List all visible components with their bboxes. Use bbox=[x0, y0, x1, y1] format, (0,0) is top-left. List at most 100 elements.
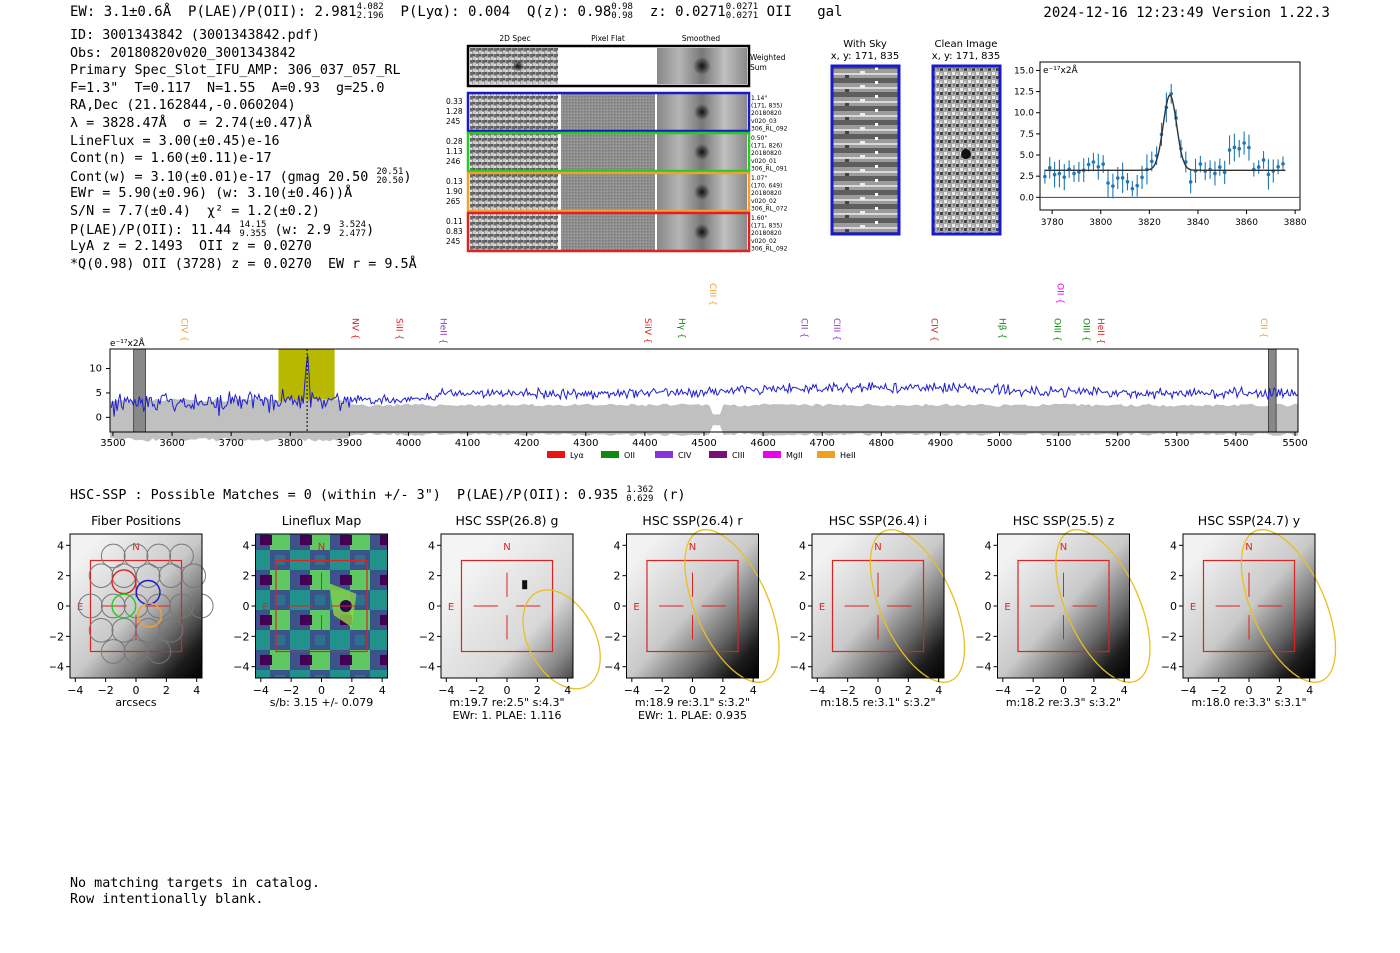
cutout-weight-value: 0.33 bbox=[446, 97, 463, 106]
cutout-weight-value: 0.83 bbox=[446, 227, 463, 236]
panel-y-tick-label: 0 bbox=[243, 600, 250, 613]
panel-x-tick-label: 4 bbox=[1306, 684, 1313, 697]
cutout-row-frame bbox=[466, 171, 751, 213]
spectrum-x-tick-label: 4400 bbox=[632, 438, 657, 449]
cutout-weight-value: 245 bbox=[446, 237, 461, 246]
header-plae: P(LAE)/P(OII): 2.981 bbox=[188, 4, 357, 20]
spectrum-line-label: CIV { bbox=[929, 318, 939, 342]
cutout-fiber-info: 306_RL_092 bbox=[751, 125, 788, 132]
header-version-label: Version 1.22.3 bbox=[1211, 5, 1330, 21]
col-smoothed: Smoothed bbox=[682, 34, 721, 43]
spectral-cutouts: 2D Spec Pixel Flat Smoothed Weighted Sum… bbox=[446, 34, 788, 252]
zoom-data-point bbox=[1242, 141, 1246, 145]
cutout-fiber-info: (171, 835) bbox=[751, 223, 782, 230]
panel-caption: s/b: 3.15 +/- 0.079 bbox=[270, 696, 374, 709]
fiber-circle bbox=[78, 593, 103, 619]
fiber-circle bbox=[100, 543, 126, 569]
legend-label: Lyα bbox=[570, 451, 584, 460]
fiber-circle bbox=[181, 563, 206, 588]
spectrum-line-label: NV { bbox=[349, 318, 359, 339]
info-lineflux: LineFlux = 3.00(±0.45)e-16 bbox=[70, 133, 280, 149]
spectrum-x-tick-label: 5500 bbox=[1282, 438, 1307, 449]
zoom-x-tick-label: 3780 bbox=[1041, 218, 1064, 228]
spectrum-x-tick-label: 4700 bbox=[809, 438, 834, 449]
panel-y-tick-label: −2 bbox=[50, 630, 64, 643]
spectrum-line-label: CII { bbox=[799, 318, 809, 338]
zoom-data-point bbox=[1077, 170, 1081, 174]
panel-y-tick-label: −2 bbox=[790, 630, 806, 643]
info-lambda: λ = 3828.47Å σ = 2.74(±0.47)Å bbox=[70, 115, 312, 131]
spectrum-y-tick-label: 0 bbox=[96, 412, 102, 423]
zoom-data-point bbox=[1115, 176, 1120, 180]
panel-x-tick-label: −4 bbox=[995, 684, 1011, 697]
cutout-line-blob bbox=[694, 144, 710, 160]
panel-y-tick-label: 0 bbox=[799, 600, 806, 613]
panel-y-tick-label: 2 bbox=[1170, 570, 1177, 583]
zoom-data-point bbox=[1130, 186, 1135, 191]
galaxy-ellipse bbox=[1240, 529, 1337, 683]
info-params: F=1.3" T=0.117 N=1.55 A=0.93 g=25.0 bbox=[70, 80, 385, 96]
panel-y-tick-label: −4 bbox=[1161, 661, 1177, 674]
header-z-range: 0.0271 0.0271 bbox=[725, 2, 759, 21]
zoom-x-tick-label: 3880 bbox=[1284, 218, 1307, 228]
panel-x-tick-label: 0 bbox=[689, 684, 696, 697]
with-sky-image bbox=[830, 64, 901, 236]
legend-label: HeII bbox=[840, 451, 856, 460]
zoom-y-tick-label: 5.0 bbox=[1020, 151, 1035, 161]
cutout-weight-value: 1.90 bbox=[446, 187, 463, 196]
galaxy-ellipse bbox=[522, 589, 601, 690]
panel-y-tick-label: −2 bbox=[419, 630, 435, 643]
zoom-data-point bbox=[1062, 175, 1067, 179]
fiber-circle bbox=[111, 563, 137, 588]
zoom-data-point bbox=[1227, 148, 1232, 152]
fiber-highlight bbox=[137, 602, 163, 628]
panel-x-tick-label: −4 bbox=[67, 684, 83, 697]
info-obs: Obs: 20180820v020_3001343842 bbox=[70, 45, 296, 61]
col-pixel-flat: Pixel Flat bbox=[591, 34, 625, 43]
fiber-highlight bbox=[135, 579, 161, 605]
zoom-data-point bbox=[1057, 171, 1062, 176]
spectrum-x-tick-label: 4100 bbox=[455, 438, 480, 449]
spectrum-line-label: Hβ { bbox=[997, 318, 1007, 339]
spectrum-x-tick-label: 3900 bbox=[337, 438, 362, 449]
zoom-data-point bbox=[1135, 183, 1139, 188]
panel-y-tick-label: −4 bbox=[50, 661, 64, 674]
cutout-fiber-info: v020_01 bbox=[751, 158, 777, 165]
full-spectrum-chart: CIV {NV {SiII {HeII {CIII {SiIV {Hγ {CII… bbox=[89, 283, 1308, 460]
fiber-circle bbox=[169, 543, 194, 569]
legend-label: MgII bbox=[786, 451, 803, 460]
panel-x-tick-label: 4 bbox=[935, 684, 942, 697]
zoom-data-point bbox=[1266, 172, 1271, 177]
zoom-y-tick-label: 0.0 bbox=[1020, 193, 1035, 203]
aperture-box bbox=[1017, 559, 1110, 653]
spectrum-noise-envelope bbox=[110, 397, 1298, 442]
fiber-circle bbox=[123, 543, 149, 569]
zoom-y-tick-label: 12.5 bbox=[1014, 88, 1034, 98]
fiber-circle bbox=[158, 617, 184, 643]
zoom-data-point bbox=[1086, 162, 1091, 167]
north-label: N bbox=[689, 542, 696, 553]
panel-title: Fiber Positions bbox=[91, 513, 181, 528]
header-plae-range: 4.082 2.196 bbox=[356, 2, 384, 21]
panel-title: HSC SSP(24.7) y bbox=[1198, 513, 1301, 528]
panel-image bbox=[441, 534, 573, 678]
info-cont-w: Cont(w) = 3.10(±0.01)e-17 (gmag 20.50 20… bbox=[70, 166, 412, 186]
cutout-line-blob bbox=[694, 104, 710, 120]
galaxy-ellipse bbox=[869, 529, 966, 683]
panel-x-tick-label: 4 bbox=[1121, 684, 1128, 697]
panel-caption: m:19.7 re:2.5" s:4.3" bbox=[449, 696, 564, 709]
zoom-y-tick-label: 10.0 bbox=[1014, 109, 1034, 119]
panel-x-tick-label: 2 bbox=[534, 684, 541, 697]
spectrum-masked-region bbox=[133, 348, 146, 433]
spectrum-x-tick-label: 4900 bbox=[928, 438, 953, 449]
with-sky-title: With Sky bbox=[843, 39, 887, 50]
zoom-data-point bbox=[1140, 175, 1144, 180]
spectrum-x-tick-label: 5200 bbox=[1105, 438, 1130, 449]
cutout-fiber-info: (171, 826) bbox=[751, 143, 782, 150]
spectrum-line-label: OII { bbox=[1054, 283, 1064, 304]
cutout-fiber-info: v020_02 bbox=[751, 238, 777, 245]
north-label: N bbox=[1060, 542, 1067, 553]
cutout-fiber-info: 20180820 bbox=[751, 190, 782, 197]
zoom-data-point bbox=[1120, 175, 1125, 180]
